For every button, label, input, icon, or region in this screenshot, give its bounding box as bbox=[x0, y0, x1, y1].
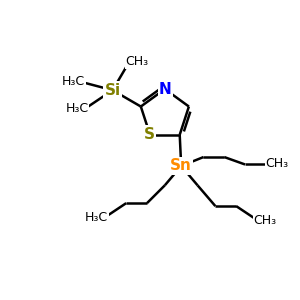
Text: H₃C: H₃C bbox=[85, 212, 108, 224]
Text: Si: Si bbox=[104, 83, 121, 98]
Text: CH₃: CH₃ bbox=[126, 55, 149, 68]
Text: CH₃: CH₃ bbox=[266, 157, 289, 169]
Text: H₃C: H₃C bbox=[61, 75, 85, 88]
Text: N: N bbox=[159, 82, 172, 97]
Text: Sn: Sn bbox=[170, 158, 192, 173]
Text: S: S bbox=[144, 127, 155, 142]
Text: H₃C: H₃C bbox=[65, 101, 88, 115]
Text: CH₃: CH₃ bbox=[254, 214, 277, 227]
